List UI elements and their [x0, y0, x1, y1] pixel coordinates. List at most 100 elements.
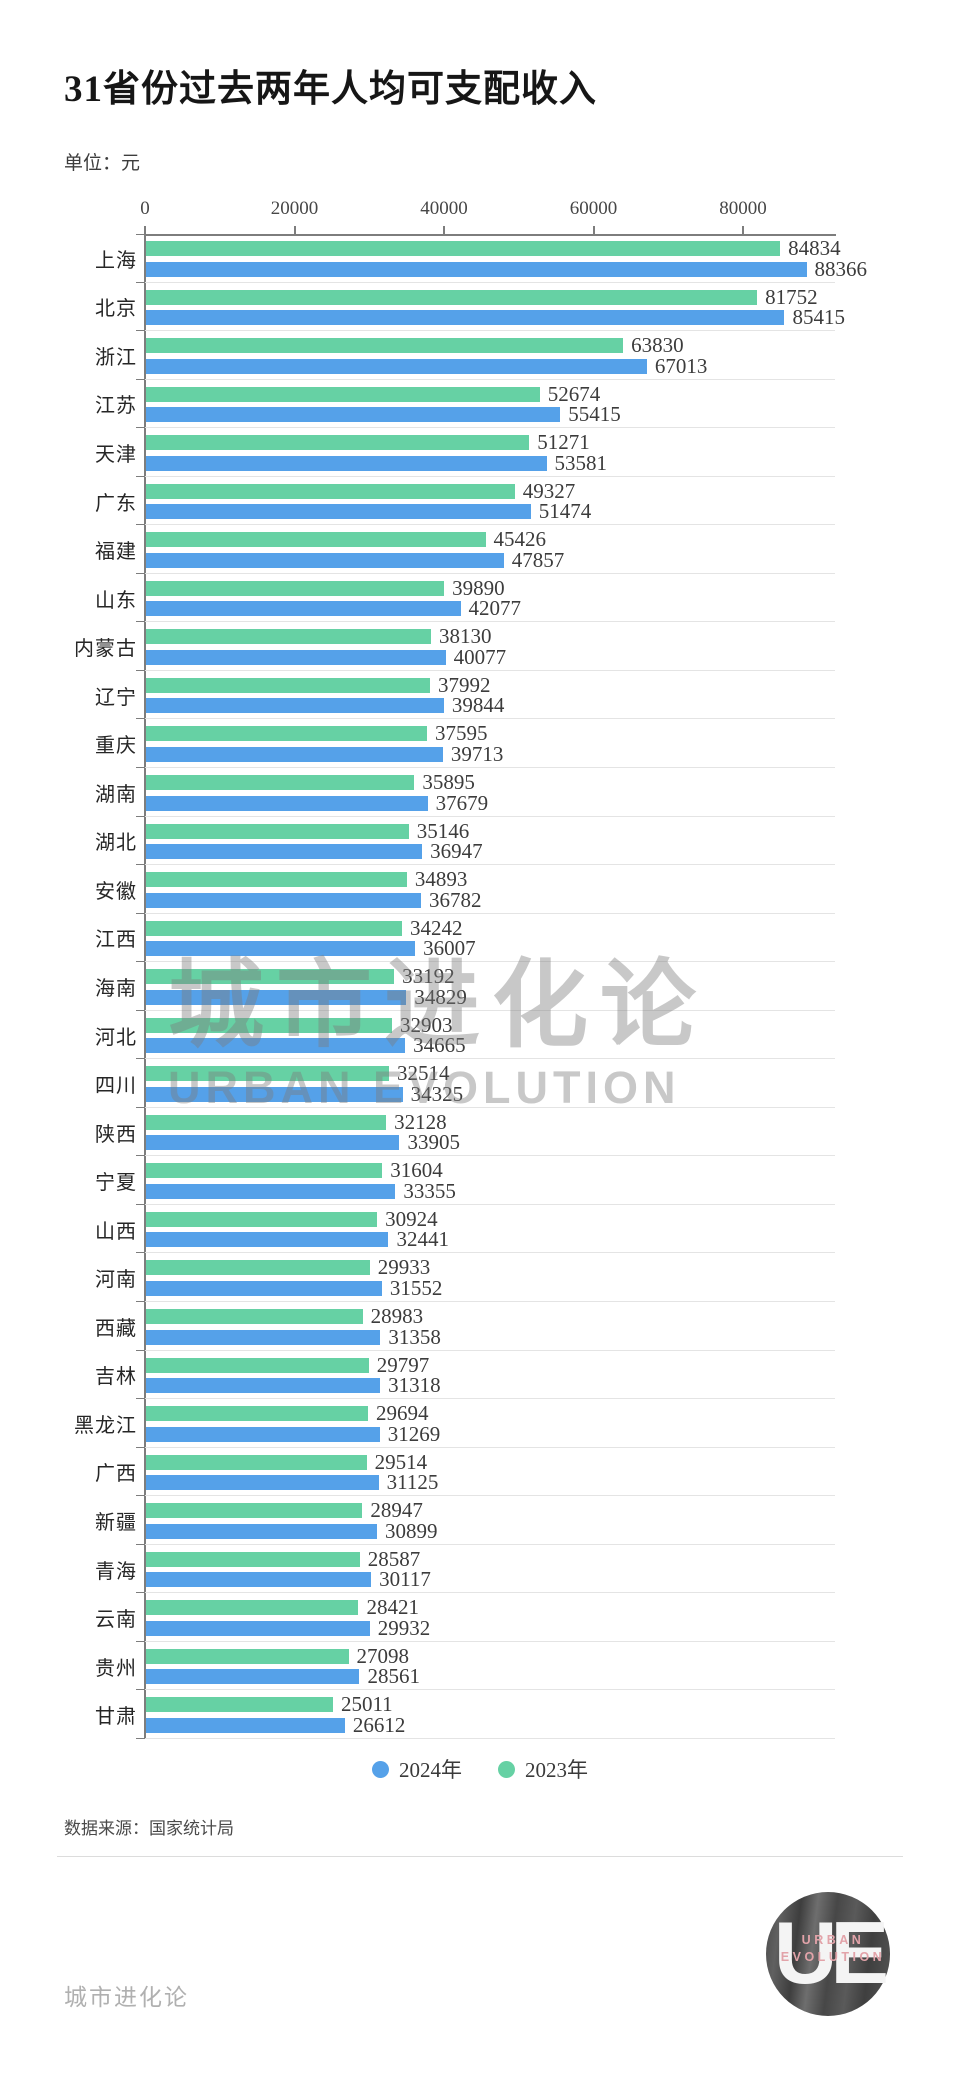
y-axis-tick-mark	[136, 1689, 144, 1691]
province-label: 贵州	[95, 1657, 137, 1680]
row-separator	[145, 1106, 835, 1108]
value-2024: 37679	[435, 790, 489, 815]
bar-2024	[146, 552, 504, 568]
bar-2024	[146, 1329, 381, 1345]
row-separator	[145, 1640, 835, 1642]
x-axis-tick-mark	[293, 226, 296, 234]
value-2023: 63830	[631, 333, 684, 358]
province-label: 湖南	[95, 783, 137, 806]
x-axis-tick-label: 0	[140, 198, 150, 219]
y-axis-tick-mark	[136, 1301, 144, 1303]
bar-2023	[146, 969, 395, 985]
value-2023: 29933	[377, 1255, 431, 1280]
row-separator	[145, 912, 835, 914]
chart-row: 安徽 34893 36782	[0, 865, 960, 914]
y-axis-tick-mark	[136, 621, 144, 623]
chart-rows: 上海 84834 88366 北京 81752 85415 浙江 63830 67013 江苏 52…	[0, 234, 960, 1739]
bar-2024	[146, 1669, 360, 1685]
province-label: 安徽	[95, 880, 137, 903]
bar-2023	[146, 289, 758, 305]
bar-2024	[146, 1183, 396, 1199]
chart-row: 浙江 63830 67013	[0, 331, 960, 380]
row-separator	[145, 1155, 835, 1157]
y-axis-tick-mark	[136, 767, 144, 769]
bar-2023	[146, 629, 432, 645]
chart-row: 福建 45426 47857	[0, 525, 960, 574]
province-label: 浙江	[95, 346, 137, 369]
province-label: 天津	[95, 443, 137, 466]
chart-row: 海南 33192 34829	[0, 962, 960, 1011]
y-axis-tick-mark	[136, 961, 144, 963]
value-2023: 28983	[370, 1304, 424, 1329]
bar-2024	[146, 844, 423, 860]
y-axis-tick-mark	[136, 1106, 144, 1108]
bar-2024	[146, 1426, 380, 1442]
chart-row: 吉林 29797 31318	[0, 1351, 960, 1400]
row-separator	[145, 1009, 835, 1011]
legend-dot-2023	[498, 1760, 515, 1778]
bar-2023	[146, 1309, 363, 1325]
x-axis-tick-mark	[144, 226, 146, 234]
row-separator	[145, 1689, 835, 1691]
row-separator	[145, 1203, 835, 1205]
chart-row: 重庆 37595 39713	[0, 719, 960, 769]
x-axis-tick-label: 40000	[420, 198, 468, 219]
row-separator	[145, 1543, 835, 1545]
y-axis-tick-mark	[136, 1009, 144, 1011]
value-2024: 30117	[379, 1567, 431, 1592]
bar-2024	[146, 649, 446, 665]
row-separator	[145, 1301, 835, 1303]
y-axis-tick-mark	[136, 718, 144, 720]
province-label: 宁夏	[95, 1172, 137, 1195]
y-axis-tick-mark	[136, 1495, 144, 1497]
bar-2023	[146, 1648, 349, 1664]
chart-row: 河北 32903 34665	[0, 1011, 960, 1060]
value-2023: 34893	[414, 867, 468, 892]
y-axis-tick-mark	[136, 1446, 144, 1448]
value-2023: 27098	[356, 1643, 410, 1668]
brand-logo: UE URBAN EVOLUTION	[766, 1892, 890, 2016]
row-separator	[145, 1252, 835, 1254]
y-axis-tick-mark	[136, 1155, 144, 1157]
province-label: 青海	[95, 1560, 137, 1583]
value-2024: 85415	[792, 305, 845, 330]
value-2024: 29932	[377, 1615, 431, 1640]
bar-2024	[146, 941, 416, 957]
province-label: 海南	[95, 977, 137, 1000]
province-label: 湖北	[95, 832, 137, 855]
bar-2024	[146, 1620, 370, 1636]
province-label: 福建	[95, 541, 137, 564]
row-separator	[145, 1398, 835, 1400]
y-axis-tick-mark	[136, 378, 144, 380]
value-2023: 33192	[402, 964, 455, 989]
y-axis-tick-mark	[136, 524, 144, 526]
value-2024: 33355	[403, 1178, 456, 1203]
bar-2023	[146, 920, 402, 936]
province-label: 广东	[95, 492, 137, 515]
footer-divider	[57, 1856, 903, 1857]
y-axis-tick-mark	[136, 1543, 144, 1545]
y-axis-tick-mark	[136, 427, 144, 429]
value-2024: 31125	[386, 1470, 439, 1495]
bar-2023	[146, 1551, 360, 1567]
province-label: 甘肃	[95, 1706, 137, 1729]
chart-row: 四川 32514 34325	[0, 1059, 960, 1108]
bar-2024	[146, 455, 547, 471]
bar-2024	[146, 1523, 377, 1539]
y-axis-tick-mark	[136, 1058, 144, 1060]
bar-2023	[146, 1066, 390, 1082]
province-label: 黑龙江	[74, 1414, 137, 1437]
row-separator	[145, 621, 835, 623]
chart-row: 宁夏 31604 33355	[0, 1156, 960, 1205]
value-2024: 55415	[568, 402, 621, 427]
province-label: 西藏	[95, 1317, 137, 1340]
value-2024: 88366	[814, 256, 868, 281]
value-2024: 67013	[654, 353, 708, 378]
row-separator	[145, 767, 835, 769]
value-2024: 36782	[428, 887, 482, 912]
bar-2024	[146, 601, 461, 617]
value-2024: 31318	[388, 1373, 441, 1398]
value-2023: 32903	[399, 1012, 453, 1037]
chart-row: 辽宁 37992 39844	[0, 671, 960, 720]
chart-row: 青海 28587 30117	[0, 1545, 960, 1594]
